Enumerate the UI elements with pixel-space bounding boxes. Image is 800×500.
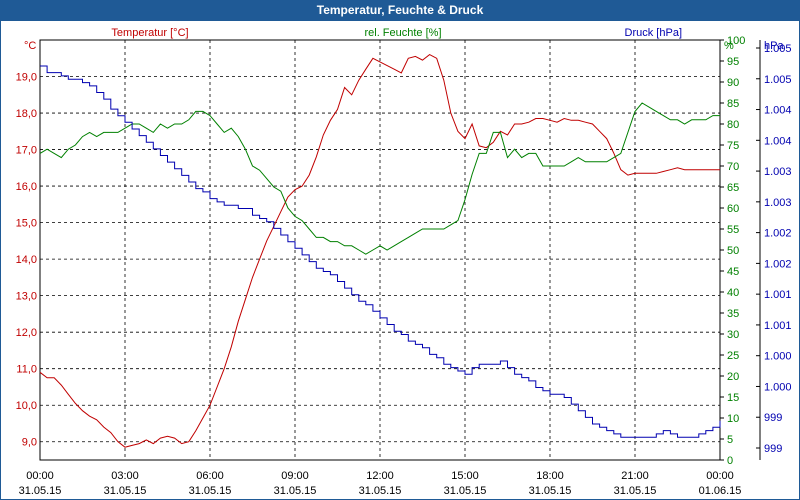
humidity-axis-unit: % xyxy=(724,40,734,52)
temperature-tick: 10,0 xyxy=(16,400,37,412)
temperature-tick: 9,0 xyxy=(22,437,37,449)
pressure-tick: 1.001 xyxy=(764,289,792,301)
series-line-pressure xyxy=(40,65,721,438)
temperature-tick: 17,0 xyxy=(16,145,37,157)
x-tick-time: 18:00 xyxy=(536,470,564,482)
temperature-tick: 12,0 xyxy=(16,327,37,339)
temperature-tick: 15,0 xyxy=(16,218,37,230)
humidity-tick: 45 xyxy=(727,266,739,278)
temperature-tick: 16,0 xyxy=(16,181,37,193)
x-tick-date: 31.05.15 xyxy=(274,485,317,497)
axes-group: 00:00 31.05.15 03:00 31.05.15 06:00 31.05.15 0… xyxy=(16,35,792,497)
humidity-tick: 90 xyxy=(727,77,739,89)
x-tick-date: 31.05.15 xyxy=(614,485,657,497)
pressure-tick: 1.004 xyxy=(764,135,792,147)
x-tick-date: 31.05.15 xyxy=(529,485,572,497)
pressure-tick: 999 xyxy=(764,443,782,455)
humidity-tick: 15 xyxy=(727,392,739,404)
humidity-tick: 10 xyxy=(727,413,739,425)
temperature-tick: 14,0 xyxy=(16,254,37,266)
humidity-tick: 0 xyxy=(727,455,733,467)
x-tick-time: 15:00 xyxy=(451,470,479,482)
pressure-axis-unit: hPa xyxy=(764,40,784,52)
humidity-tick: 30 xyxy=(727,329,739,341)
pressure-tick: 1.000 xyxy=(764,381,792,393)
x-tick-time: 03:00 xyxy=(111,470,139,482)
humidity-tick: 75 xyxy=(727,140,739,152)
humidity-tick: 50 xyxy=(727,245,739,257)
humidity-tick: 85 xyxy=(727,98,739,110)
pressure-tick: 1.005 xyxy=(764,43,792,55)
x-tick-time: 12:00 xyxy=(366,470,394,482)
humidity-tick: 100 xyxy=(727,35,745,47)
x-tick-time: 06:00 xyxy=(196,470,224,482)
series-group xyxy=(39,54,721,448)
pressure-tick: 1.002 xyxy=(764,228,792,240)
grid xyxy=(40,40,720,460)
humidity-tick: 55 xyxy=(727,224,739,236)
pressure-tick: 999 xyxy=(764,412,782,424)
x-tick-date: 31.05.15 xyxy=(189,485,232,497)
humidity-tick: 35 xyxy=(727,308,739,320)
series-line-temperature xyxy=(39,54,720,448)
x-tick-date: 31.05.15 xyxy=(19,485,62,497)
x-tick-date: 31.05.15 xyxy=(359,485,402,497)
x-tick-date: 31.05.15 xyxy=(444,485,487,497)
x-tick-date: 01.06.15 xyxy=(699,485,742,497)
temperature-tick: 18,0 xyxy=(16,108,37,120)
pressure-tick: 1.001 xyxy=(764,320,792,332)
pressure-tick: 1.002 xyxy=(764,258,792,270)
humidity-tick: 95 xyxy=(727,56,739,68)
pressure-tick: 1.003 xyxy=(764,197,792,209)
temperature-tick: 19,0 xyxy=(16,72,37,84)
chart-title: Temperatur, Feuchte & Druck xyxy=(0,0,800,20)
x-tick-time: 00:00 xyxy=(706,470,734,482)
pressure-tick: 1.003 xyxy=(764,166,792,178)
humidity-tick: 25 xyxy=(727,350,739,362)
series-line-humidity xyxy=(39,102,720,255)
x-tick-time: 21:00 xyxy=(621,470,649,482)
humidity-tick: 20 xyxy=(727,371,739,383)
legend-temperature: Temperatur [°C] xyxy=(111,27,188,39)
humidity-tick: 40 xyxy=(727,287,739,299)
temperature-axis-unit: °C xyxy=(24,40,36,52)
humidity-tick: 60 xyxy=(727,203,739,215)
temperature-tick: 11,0 xyxy=(16,364,37,376)
x-tick-time: 09:00 xyxy=(281,470,309,482)
legend-pressure: Druck [hPa] xyxy=(625,27,682,39)
legend-humidity: rel. Feuchte [%] xyxy=(364,27,441,39)
pressure-tick: 1.005 xyxy=(764,74,792,86)
x-tick-time: 00:00 xyxy=(26,470,54,482)
x-tick-date: 31.05.15 xyxy=(104,485,147,497)
humidity-tick: 80 xyxy=(727,119,739,131)
humidity-tick: 65 xyxy=(727,182,739,194)
humidity-tick: 70 xyxy=(727,161,739,173)
pressure-tick: 1.004 xyxy=(764,105,792,117)
pressure-tick: 1.000 xyxy=(764,351,792,363)
humidity-tick: 5 xyxy=(727,434,733,446)
temperature-tick: 13,0 xyxy=(16,291,37,303)
